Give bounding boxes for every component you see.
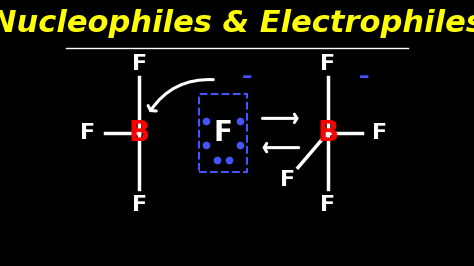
Text: –: – bbox=[359, 67, 369, 87]
Text: F: F bbox=[372, 123, 387, 143]
Text: Nucleophiles & Electrophiles: Nucleophiles & Electrophiles bbox=[0, 9, 474, 39]
Text: F: F bbox=[80, 123, 95, 143]
Text: F: F bbox=[280, 169, 295, 190]
Text: F: F bbox=[320, 195, 335, 215]
Text: F: F bbox=[132, 54, 147, 74]
Text: F: F bbox=[214, 119, 233, 147]
Text: B: B bbox=[317, 119, 338, 147]
Text: F: F bbox=[320, 54, 335, 74]
Text: –: – bbox=[242, 67, 253, 87]
Text: F: F bbox=[132, 195, 147, 215]
Bar bbox=[200, 94, 247, 172]
Text: B: B bbox=[129, 119, 150, 147]
